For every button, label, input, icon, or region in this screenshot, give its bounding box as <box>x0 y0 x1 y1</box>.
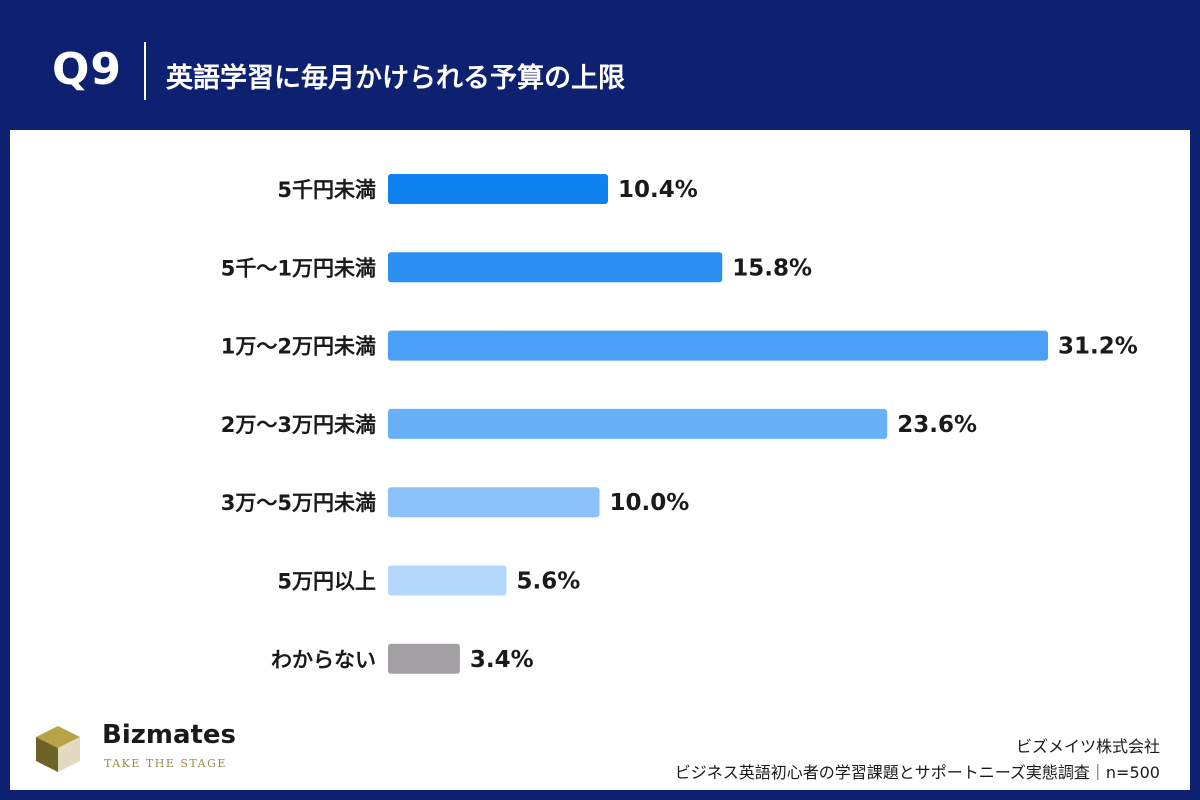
bar <box>388 330 1048 361</box>
category-label: 2万〜3万円未満 <box>221 413 376 437</box>
value-label: 10.4% <box>618 177 698 203</box>
footer-company: ビズメイツ株式会社 <box>1015 737 1160 756</box>
category-label: 3万〜5万円未満 <box>221 491 376 515</box>
brand-logo: Bizmates TAKE THE STAGE <box>32 720 292 780</box>
category-label: 1万〜2万円未満 <box>221 335 376 359</box>
bar <box>388 565 507 596</box>
value-label: 31.2% <box>1058 334 1138 360</box>
header-divider <box>144 42 146 100</box>
footer-survey: ビジネス英語初心者の学習課題とサポートニーズ実態調査｜n=500 <box>674 763 1160 782</box>
bar <box>388 252 723 283</box>
bar-chart: 5千円未満 10.4% 5千〜1万円未満 15.8% 1万〜2万円未満 31.2% 2万〜3… <box>221 174 1138 674</box>
header: Q9 英語学習に毎月かけられる予算の上限 <box>0 0 1200 130</box>
value-label: 23.6% <box>897 412 977 438</box>
bar <box>388 487 600 518</box>
value-label: 10.0% <box>610 490 690 516</box>
value-label: 15.8% <box>732 255 812 281</box>
category-label: 5万円以上 <box>277 570 376 594</box>
chart-panel: 5千円未満 10.4% 5千〜1万円未満 15.8% 1万〜2万円未満 31.2% 2万〜3… <box>10 130 1190 790</box>
bar <box>388 643 460 674</box>
bar <box>388 408 888 439</box>
question-number: Q9 <box>52 44 123 95</box>
value-label: 5.6% <box>516 569 580 595</box>
brand-tagline: TAKE THE STAGE <box>104 757 227 770</box>
category-label: わからない <box>271 648 376 672</box>
cube-logo-icon <box>36 726 80 772</box>
brand-name: Bizmates <box>102 720 237 750</box>
bar <box>388 174 608 204</box>
category-label: 5千円未満 <box>277 178 376 202</box>
footer: ビズメイツ株式会社 ビジネス英語初心者の学習課題とサポートニーズ実態調査｜n=5… <box>675 734 1160 786</box>
chart-title: 英語学習に毎月かけられる予算の上限 <box>166 63 625 94</box>
category-label: 5千〜1万円未満 <box>221 256 376 280</box>
value-label: 3.4% <box>470 647 534 673</box>
